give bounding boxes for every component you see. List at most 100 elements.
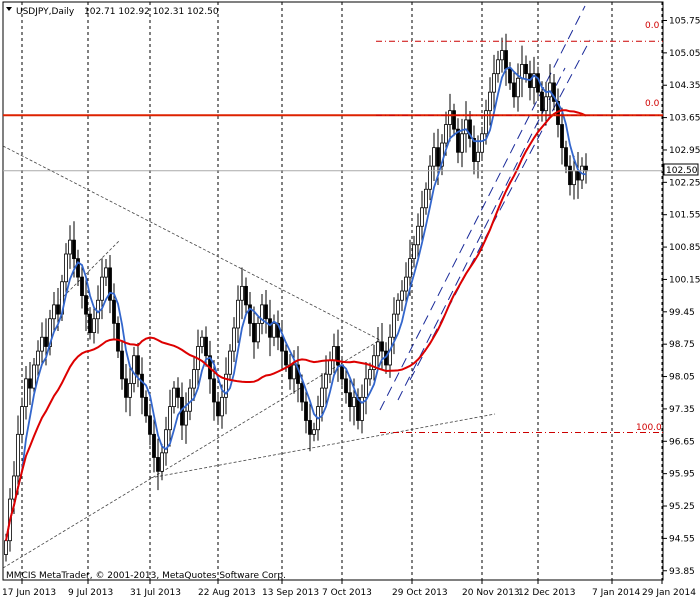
y-tick-label: 93.85	[669, 567, 695, 577]
candle-body	[416, 225, 420, 246]
candle-body	[140, 373, 144, 398]
candle-body	[376, 341, 380, 357]
candle-body	[80, 276, 84, 297]
candle-body	[120, 350, 124, 380]
candle-body	[12, 475, 16, 500]
candles	[4, 33, 588, 562]
trend-line	[2, 145, 381, 341]
fast-ma-line	[5, 66, 587, 541]
y-tick-label: 97.35	[669, 405, 695, 415]
candle-body	[444, 124, 448, 144]
x-tick-label: 17 Jun 2013	[2, 588, 56, 598]
candle-body	[76, 258, 80, 278]
candle-body	[152, 433, 156, 458]
candle-body	[96, 299, 100, 320]
candle-body	[136, 355, 140, 375]
y-tick-label: 96.65	[669, 437, 695, 447]
x-tick-label: 22 Aug 2013	[198, 588, 256, 598]
candle-body	[312, 429, 316, 435]
candle-body	[456, 128, 460, 153]
candle-body	[560, 124, 564, 149]
candle-body	[264, 304, 268, 320]
x-tick-label: 20 Nov 2013	[462, 588, 520, 598]
candle-body	[212, 378, 216, 403]
candle-body	[240, 285, 244, 301]
levels	[3, 40, 663, 433]
y-axis: 105.75 105.05 104.35 103.65 102.95 102.25 101.…	[663, 16, 700, 577]
candle-body	[584, 165, 588, 172]
x-tick-label: 9 Jul 2013	[68, 588, 113, 598]
candle-body	[52, 304, 56, 320]
candle-body	[224, 373, 228, 398]
candle-body	[256, 322, 260, 343]
candle-body	[540, 91, 544, 112]
candle-body	[448, 110, 452, 125]
channel-line	[379, 5, 586, 411]
slow-ma-line	[5, 109, 587, 541]
candle-body	[112, 299, 116, 324]
candle-body	[532, 73, 536, 88]
candle-body	[420, 207, 424, 227]
candle-body	[64, 253, 68, 283]
candle-body	[496, 59, 500, 75]
y-tick-label: 103.65	[669, 114, 700, 124]
candle-body	[84, 295, 88, 315]
candle-body	[460, 133, 464, 153]
chart-ohlc: 102.71 102.92 102.31 102.50	[84, 7, 219, 17]
channel-line	[397, 67, 566, 401]
candle-body	[32, 364, 36, 389]
x-tick-label: 31 Jul 2013	[130, 588, 181, 598]
x-tick-label: 29 Oct 2013	[392, 588, 448, 598]
y-tick-label: 98.75	[669, 340, 695, 350]
current-price-marker	[663, 163, 699, 176]
candle-body	[160, 452, 164, 472]
candle-body	[40, 336, 44, 352]
candle-body	[156, 457, 160, 472]
fib-label-mid: 0.0	[645, 99, 660, 109]
candle-body	[424, 188, 428, 209]
candle-body	[576, 170, 580, 181]
candle-body	[404, 276, 408, 292]
candle-body	[176, 387, 180, 398]
candle-body	[568, 165, 572, 186]
candle-body	[16, 433, 20, 477]
candle-body	[36, 350, 40, 366]
x-tick-label: 29 Jan 2014	[642, 588, 696, 598]
candle-body	[480, 133, 484, 153]
candle-body	[308, 420, 312, 435]
candle-body	[88, 313, 92, 334]
candle-body	[320, 387, 324, 408]
candle-body	[332, 346, 336, 361]
candle-body	[372, 355, 376, 371]
y-tick-label: 105.05	[669, 49, 700, 59]
y-tick-label: 94.55	[669, 534, 695, 544]
candle-body	[352, 396, 356, 407]
candle-body	[432, 147, 436, 167]
candle-body	[280, 336, 284, 352]
candle-body	[464, 119, 468, 135]
chart-symbol: USDJPY,Daily	[16, 7, 75, 17]
y-tick-label: 102.25	[669, 178, 700, 188]
dropdown-arrow-icon[interactable]	[6, 7, 12, 11]
trend-line	[149, 413, 496, 479]
x-axis: 17 Jun 2013 9 Jul 2013 31 Jul 2013 22 Aug 2…	[2, 580, 696, 598]
candle-body	[20, 406, 24, 435]
candle-body	[228, 350, 232, 375]
candle-body	[244, 285, 248, 306]
candle-body	[124, 378, 128, 398]
candle-body	[108, 267, 112, 301]
x-tick-label: 7 Oct 2013	[322, 588, 372, 598]
candle-body	[232, 327, 236, 352]
y-tick-label: 95.25	[669, 502, 695, 512]
x-tick-label: 7 Jan 2014	[592, 588, 640, 598]
candle-body	[300, 383, 304, 403]
candle-body	[564, 147, 568, 167]
candle-body	[336, 346, 340, 366]
candle-body	[412, 244, 416, 260]
candle-body	[328, 359, 332, 375]
fib-label-top: 0.0	[645, 21, 660, 31]
candle-body	[492, 73, 496, 93]
candle-body	[520, 64, 524, 79]
candle-body	[104, 267, 108, 278]
